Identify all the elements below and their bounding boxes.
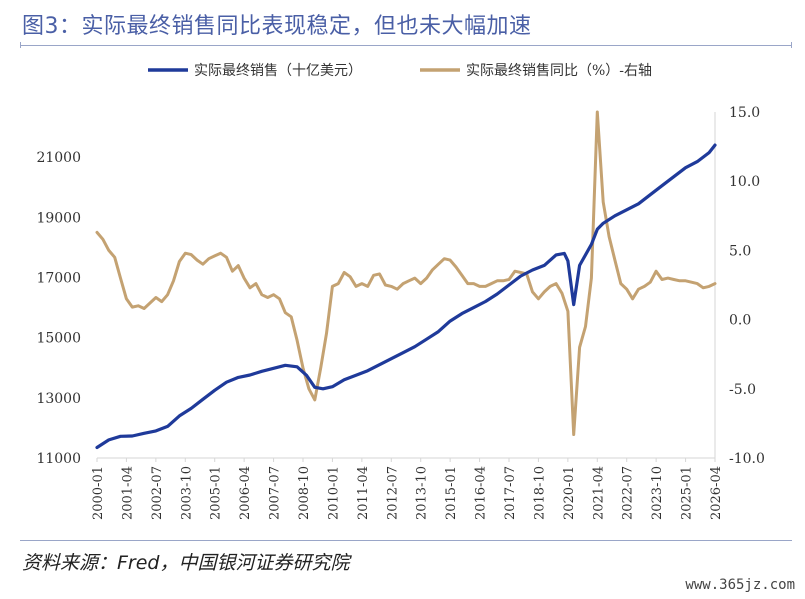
title-divider-tick-left [20, 42, 21, 48]
x-tick-label: 2015-01 [444, 466, 459, 520]
x-tick-label: 2008-10 [297, 466, 312, 520]
x-tick-label: 2002-07 [150, 466, 165, 520]
x-tick-label: 2013-10 [415, 466, 430, 520]
title-divider [20, 45, 792, 46]
figure-title: 图3：实际最终销售同比表现稳定，但也未大幅加速 [22, 14, 532, 39]
x-tick-label: 2000-01 [91, 466, 106, 520]
y-right-tick-label: 0.0 [729, 313, 751, 329]
y-right-tick-label: 5.0 [729, 243, 751, 259]
x-tick-label: 2001-04 [120, 466, 135, 520]
y-right-tick-label: 10.0 [729, 174, 760, 190]
x-tick-label: 2017-07 [503, 466, 518, 520]
y-left-tick-label: 15000 [36, 331, 81, 347]
legend-item-real-final-sales: 实际最终销售（十亿美元） [194, 63, 362, 79]
x-tick-label: 2012-07 [385, 466, 400, 520]
y-right-tick-label: -10.0 [729, 451, 765, 467]
y-right-tick-label: 15.0 [729, 105, 760, 121]
x-tick-label: 2022-07 [621, 466, 636, 520]
source-divider [20, 540, 792, 541]
legend-item-real-final-sales-yoy: 实际最终销售同比（%）-右轴 [466, 63, 652, 79]
y-right-tick-label: -5.0 [729, 382, 756, 398]
x-tick-label: 2023-10 [650, 466, 665, 520]
y-left-tick-label: 21000 [36, 150, 81, 166]
x-tick-label: 2020-01 [562, 466, 577, 520]
y-left-tick-label: 19000 [36, 210, 81, 226]
y-left-tick-label: 17000 [36, 270, 81, 286]
x-tick-label: 2018-10 [532, 466, 547, 520]
x-tick-label: 2026-04 [709, 466, 724, 520]
series-line-real-final-sales [95, 143, 717, 450]
axis-ticks: 11000 13000 15000 17000 19000 21000 15.0 10.0 5.… [36, 105, 764, 520]
x-tick-label: 2010-01 [326, 466, 341, 520]
source-note: 资料来源：Fred，中国银河证券研究院 [22, 552, 350, 574]
x-tick-label: 2005-01 [209, 466, 224, 520]
x-tick-label: 2016-04 [474, 466, 489, 520]
series-lines [95, 110, 717, 450]
chart-legend: 实际最终销售（十亿美元） 实际最终销售同比（%）-右轴 [148, 63, 652, 79]
x-tick-label: 2021-04 [591, 466, 606, 520]
x-tick-label: 2003-10 [179, 466, 194, 520]
x-tick-label: 2006-04 [238, 466, 253, 520]
x-tick-label: 2025-01 [680, 466, 695, 520]
title-divider-tick-right [791, 42, 792, 48]
x-tick-label: 2007-07 [268, 466, 283, 520]
watermark: www.365jz.com [685, 577, 795, 593]
series-line-real-final-sales-yoy [95, 110, 717, 436]
y-left-tick-label: 13000 [36, 391, 81, 407]
x-tick-label: 2011-04 [356, 466, 371, 520]
y-left-tick-label: 11000 [36, 451, 81, 467]
